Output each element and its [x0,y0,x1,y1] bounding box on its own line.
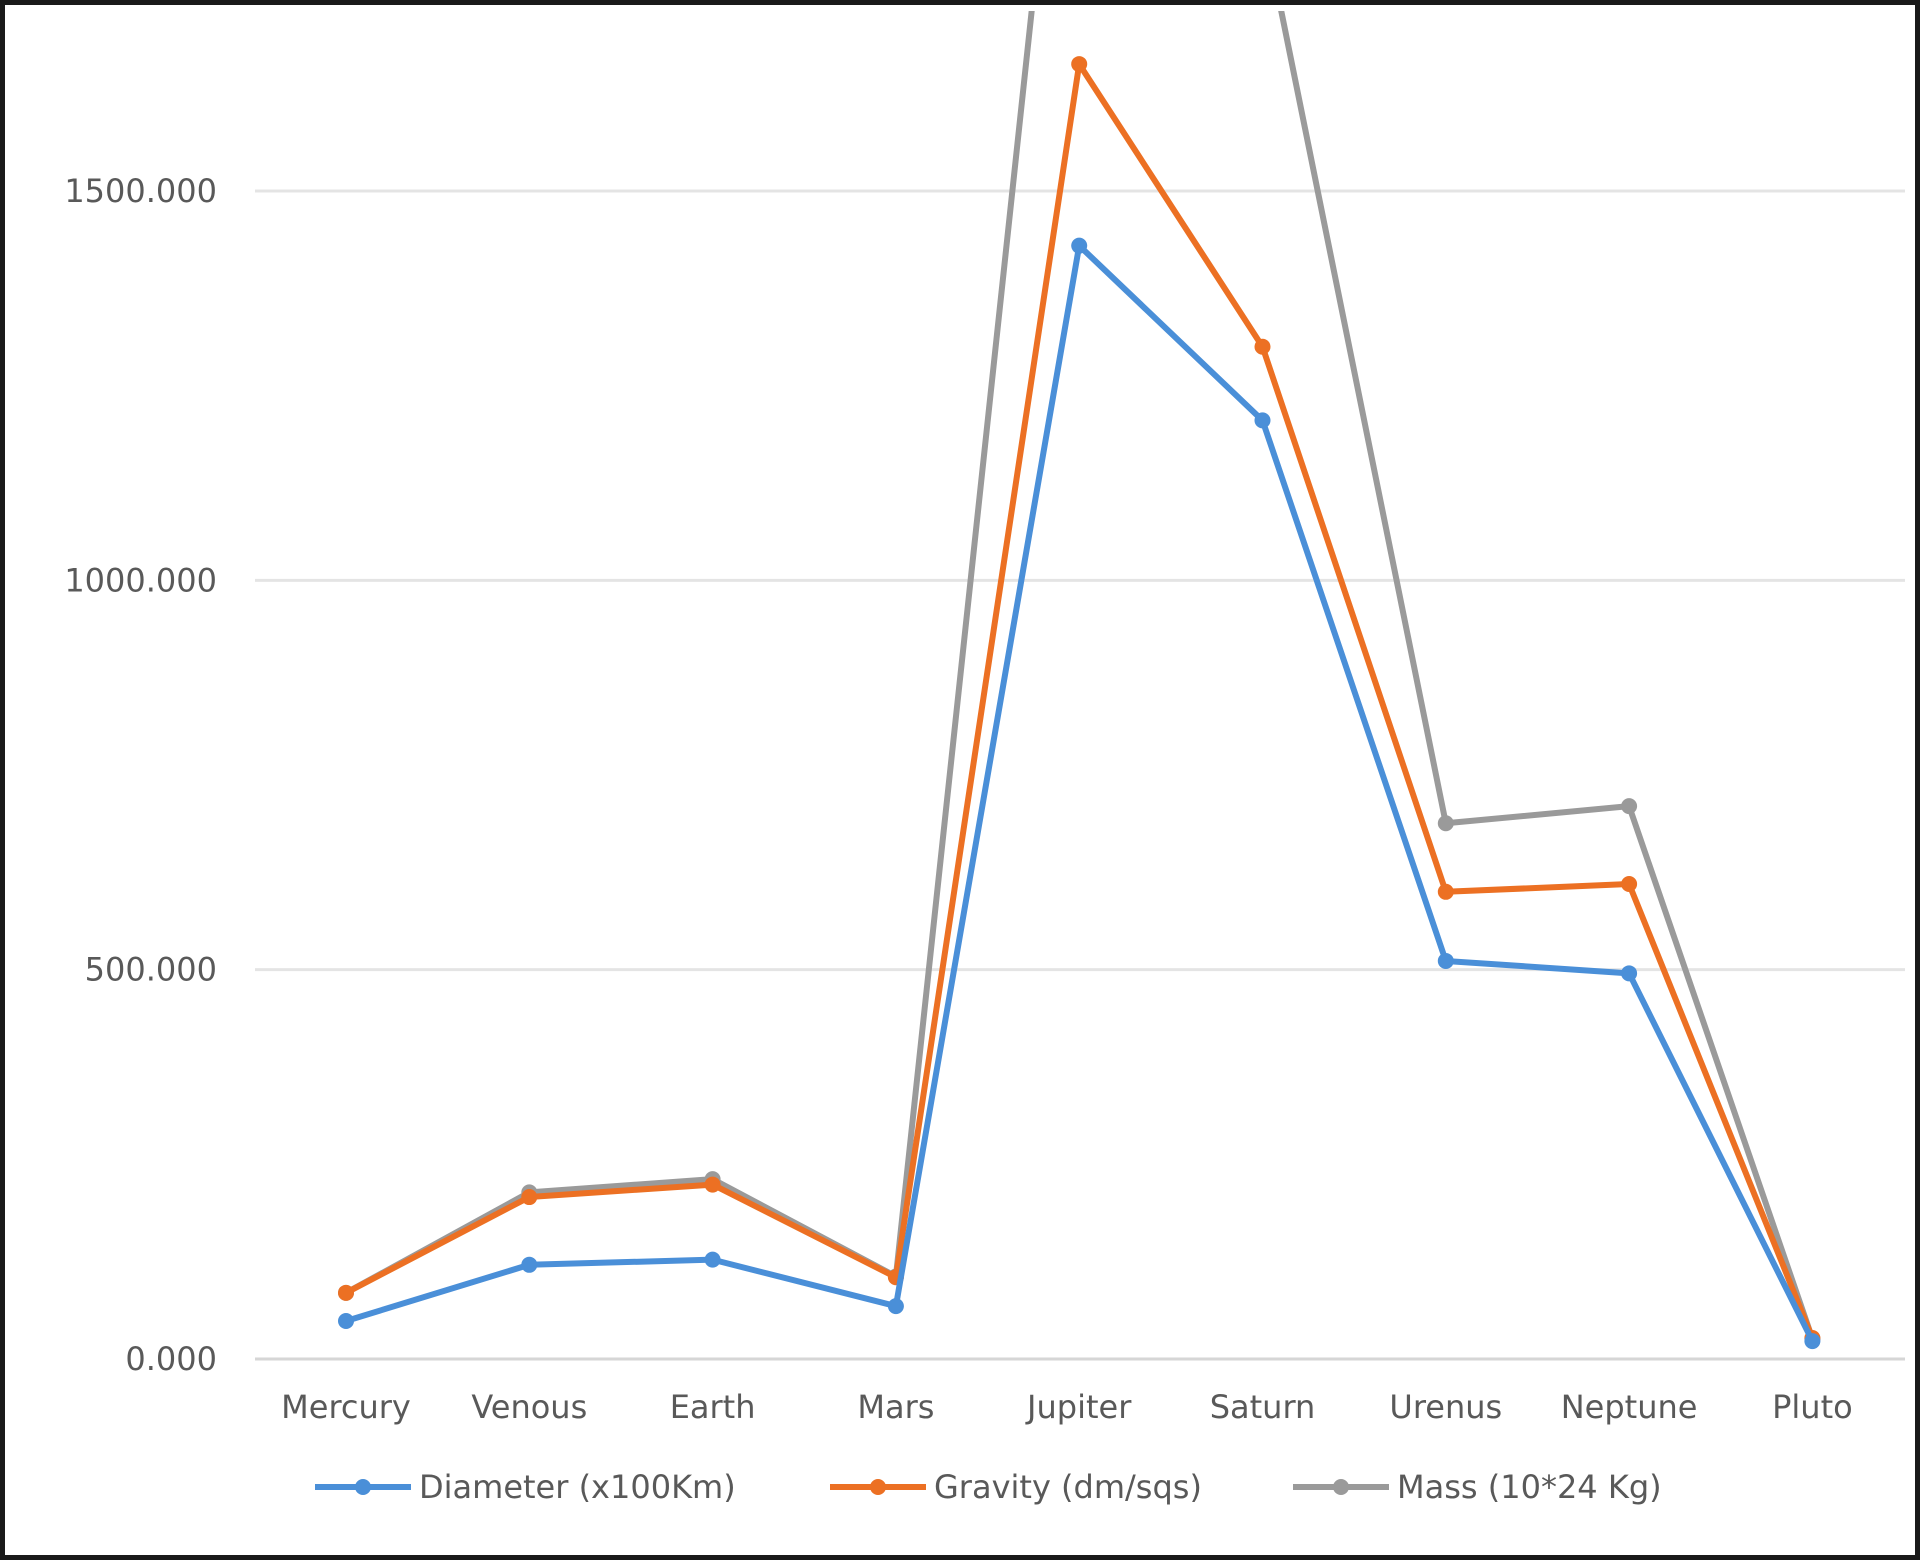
data-point [1437,815,1454,832]
data-point [1254,412,1271,429]
series-0 [338,237,1821,1350]
y-tick-label: 500.000 [85,951,217,989]
legend-marker [1333,1479,1349,1495]
data-point [521,1189,538,1206]
data-point [1254,338,1271,355]
series-line [343,11,1816,1342]
legend-item: Mass (10*24 Kg) [1293,1468,1662,1506]
data-point [1437,883,1454,900]
legend-label: Mass (10*24 Kg) [1397,1468,1662,1506]
gridlines [255,189,1905,1361]
legend-label: Diameter (x100Km) [419,1468,736,1506]
series-line [343,242,1816,1345]
legend-item: Diameter (x100Km) [315,1468,736,1506]
y-tick-label: 0.000 [125,1340,217,1378]
y-axis-ticks: 0.000 500.000 1000.000 1500.000 [64,172,217,1378]
x-tick-label: Pluto [1772,1388,1853,1426]
data-point [704,1176,721,1193]
data-point [1071,237,1088,254]
data-point [1621,798,1638,815]
data-point [1621,965,1638,982]
x-tick-label: Saturn [1210,1388,1316,1426]
x-tick-label: Mars [857,1388,934,1426]
legend: Diameter (x100Km) Gravity (dm/sqs) Mass (1… [315,1468,1662,1506]
data-point [338,1284,354,1301]
legend-item: Gravity (dm/sqs) [830,1468,1202,1506]
y-tick-label: 1500.000 [64,172,217,210]
data-point [521,1256,538,1273]
data-point [1804,1333,1821,1350]
series-lines [338,11,1821,1350]
y-tick-label: 1000.000 [64,561,217,599]
legend-label: Gravity (dm/sqs) [934,1468,1202,1506]
series-1 [338,56,1821,1346]
x-tick-label: Mercury [281,1388,411,1426]
x-tick-label: Neptune [1561,1388,1698,1426]
data-point [704,1251,721,1268]
legend-marker [355,1479,371,1495]
data-point [1071,56,1088,73]
x-axis-ticks: Mercury Venous Earth Mars Jupiter Saturn Urenu… [281,1388,1853,1426]
x-tick-label: Venous [471,1388,587,1426]
x-tick-label: Urenus [1389,1388,1502,1426]
data-point [1437,952,1454,969]
data-point [338,1313,354,1330]
line-chart: 0.000 500.000 1000.000 1500.000 Mercury Veno… [64,11,1905,1506]
data-point [1621,876,1638,893]
data-point [887,1298,904,1315]
x-tick-label: Jupiter [1025,1388,1132,1426]
series-2 [338,11,1821,1347]
x-tick-label: Earth [670,1388,756,1426]
legend-marker [870,1479,886,1495]
